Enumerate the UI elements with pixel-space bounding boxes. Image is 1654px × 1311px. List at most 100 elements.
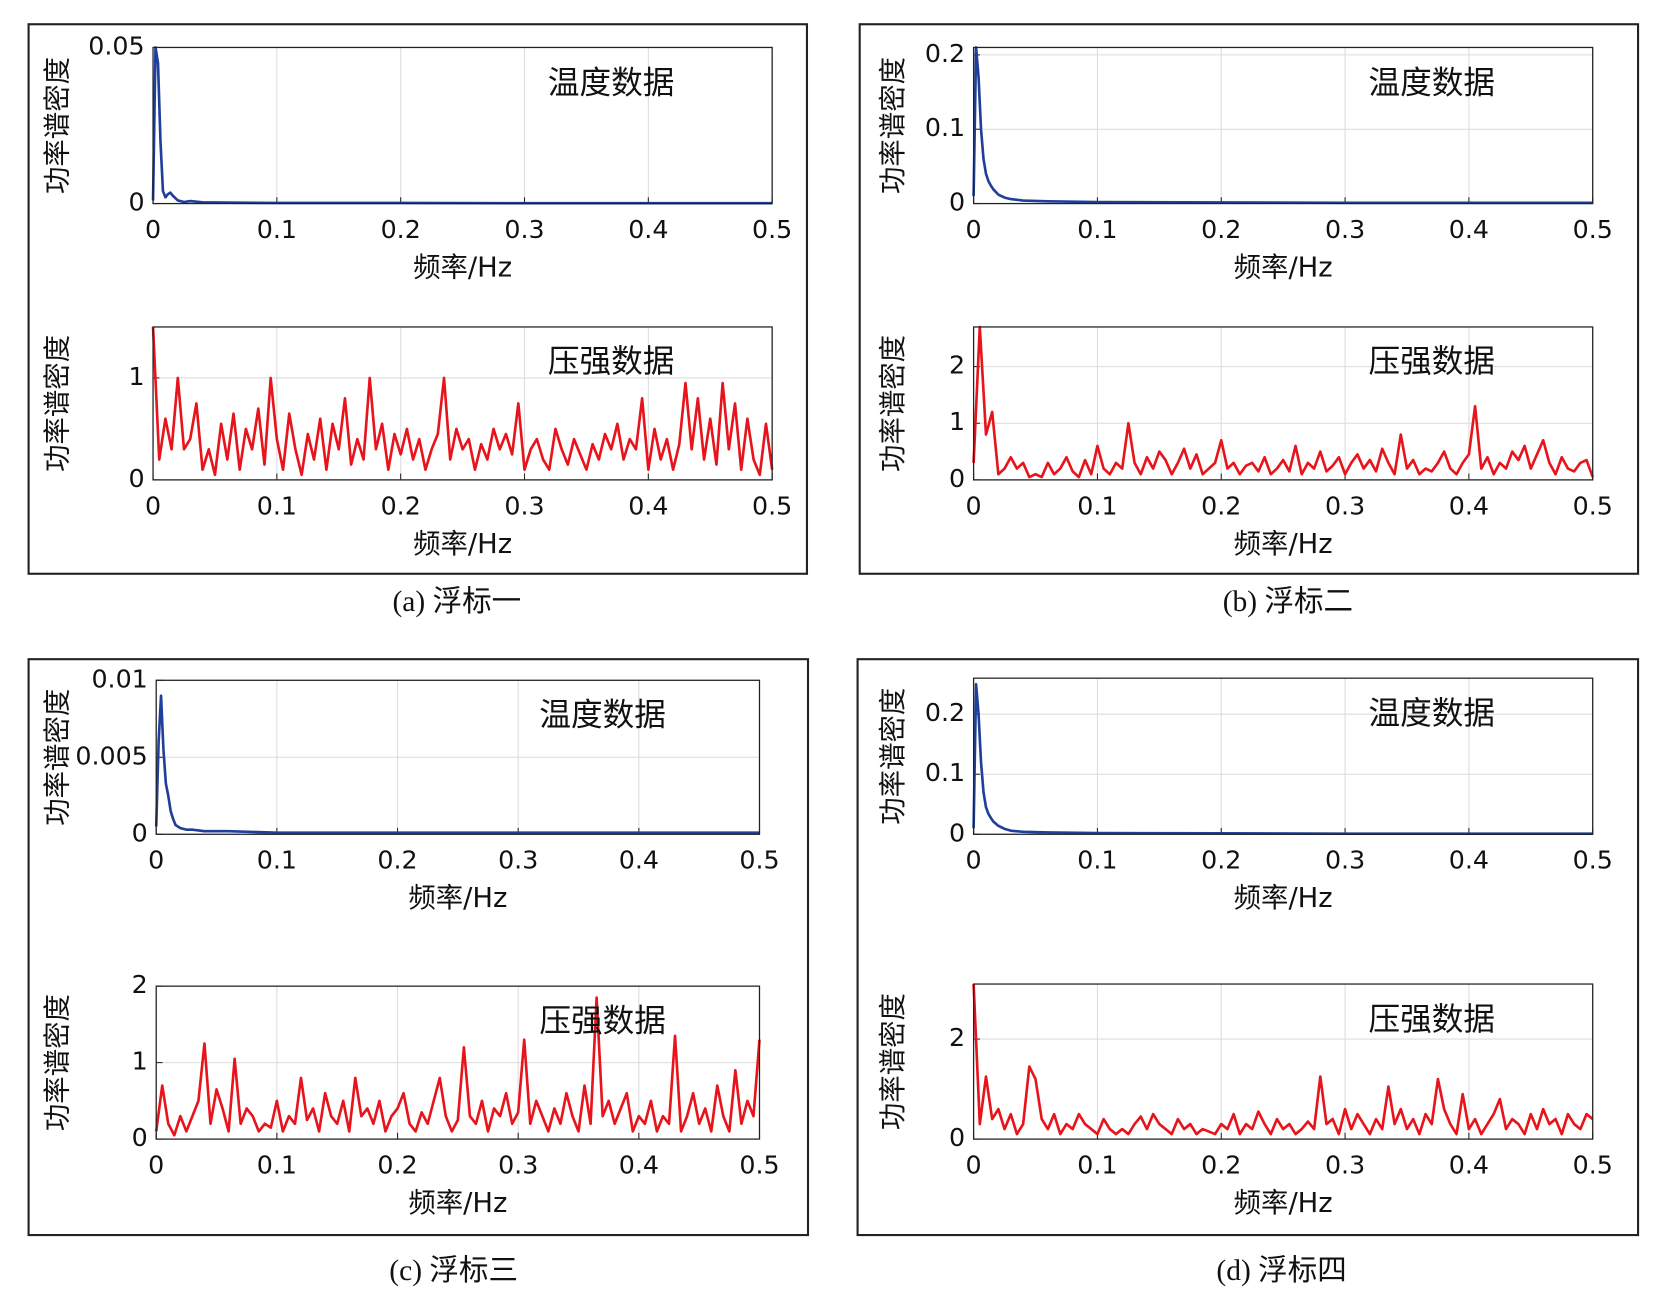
y-axis-label: 功率谱密度	[878, 335, 909, 472]
x-axis-label: 频率/Hz	[1234, 529, 1333, 560]
x-tick-label: 0	[966, 491, 982, 520]
x-axis-label: 频率/Hz	[1234, 883, 1333, 914]
x-tick-label: 0.2	[1201, 215, 1241, 244]
y-tick-label: 0.1	[925, 113, 965, 142]
annotation: 压强数据	[1368, 1002, 1495, 1038]
plot-area	[153, 47, 773, 204]
y-tick-label: 0	[949, 464, 965, 493]
x-axis-label: 频率/Hz	[408, 1188, 507, 1219]
x-tick-label: 0	[148, 846, 164, 875]
x-tick-label: 0.5	[1573, 215, 1613, 244]
annotation: 温度数据	[539, 698, 666, 734]
x-tick-label: 0.3	[504, 215, 544, 244]
x-tick-label: 0.2	[381, 491, 421, 520]
x-tick-label: 0.3	[1325, 215, 1365, 244]
y-tick-label: 0.005	[75, 741, 147, 770]
axes-box	[155, 985, 761, 1140]
y-tick-label: 2	[132, 970, 148, 999]
x-tick-label: 0.1	[257, 846, 297, 875]
x-tick-label: 0.5	[739, 846, 779, 875]
x-axis-label: 频率/Hz	[1234, 252, 1333, 283]
x-tick-label: 0.1	[1077, 846, 1117, 875]
x-tick-label: 0.4	[619, 1151, 659, 1180]
y-tick-label: 0	[949, 188, 965, 217]
y-axis-label: 功率谱密度	[43, 57, 74, 194]
data-line	[151, 326, 774, 477]
x-tick-label: 0	[966, 215, 982, 244]
x-axis-label: 频率/Hz	[413, 529, 512, 560]
axes-box	[152, 46, 773, 205]
x-tick-label: 0.1	[1077, 491, 1117, 520]
x-tick-label: 0.1	[257, 215, 297, 244]
panel-frame	[27, 658, 810, 1237]
y-axis-label: 功率谱密度	[878, 993, 909, 1130]
panel-frame	[856, 658, 1640, 1237]
x-tick-label: 0.2	[1201, 491, 1241, 520]
x-tick-label: 0.5	[1573, 1151, 1613, 1180]
y-tick-label: 0.1	[925, 758, 965, 787]
axes-box	[972, 983, 1594, 1140]
x-tick-label: 0.3	[1325, 491, 1365, 520]
x-tick-label: 0.1	[257, 491, 297, 520]
x-tick-label: 0.3	[498, 1151, 538, 1180]
y-axis-label: 功率谱密度	[878, 688, 909, 825]
x-tick-label: 0	[148, 1151, 164, 1180]
x-tick-label: 0.1	[257, 1151, 297, 1180]
panel-caption: (c) 浮标三	[389, 1254, 518, 1287]
x-tick-label: 0.2	[1201, 1151, 1241, 1180]
annotation: 温度数据	[1368, 696, 1495, 732]
x-axis-label: 频率/Hz	[413, 252, 512, 283]
y-tick-label: 0	[132, 818, 148, 847]
y-axis-label: 功率谱密度	[43, 994, 74, 1131]
axes-box	[152, 326, 773, 481]
x-tick-label: 0.1	[1077, 215, 1117, 244]
y-tick-label: 0	[949, 818, 965, 847]
x-tick-label: 0.5	[739, 1151, 779, 1180]
x-tick-label: 0.2	[1201, 846, 1241, 875]
y-tick-label: 0.2	[925, 698, 965, 727]
x-tick-label: 0.4	[628, 491, 668, 520]
x-tick-label: 0.4	[619, 846, 659, 875]
x-tick-label: 0.3	[498, 846, 538, 875]
annotation: 压强数据	[1368, 344, 1495, 380]
x-axis-label: 频率/Hz	[1234, 1188, 1333, 1219]
x-tick-label: 0.1	[1077, 1151, 1117, 1180]
panel-frame	[27, 23, 809, 575]
y-axis-label: 功率谱密度	[43, 335, 74, 472]
y-tick-label: 1	[128, 362, 144, 391]
y-tick-label: 0.05	[88, 31, 144, 60]
data-line	[154, 694, 760, 835]
y-axis-label: 功率谱密度	[878, 57, 909, 194]
x-tick-label: 0.5	[752, 491, 792, 520]
x-tick-label: 0	[145, 215, 161, 244]
axes-box	[972, 46, 1594, 205]
data-line	[972, 682, 1593, 835]
x-tick-label: 0.3	[1325, 846, 1365, 875]
annotation: 压强数据	[548, 344, 675, 380]
x-tick-label: 0.2	[377, 846, 417, 875]
data-line	[154, 996, 761, 1137]
y-tick-label: 2	[949, 351, 965, 380]
x-tick-label: 0.4	[1449, 215, 1489, 244]
panel-caption: (b) 浮标二	[1223, 585, 1353, 618]
plot-area	[973, 326, 1593, 480]
x-tick-label: 0.2	[381, 215, 421, 244]
y-tick-label: 1	[132, 1047, 148, 1076]
x-tick-label: 0	[966, 846, 982, 875]
panel-caption: (a) 浮标一	[392, 585, 521, 618]
annotation: 压强数据	[539, 1003, 666, 1039]
plot-area	[973, 984, 1593, 1140]
y-tick-label: 0	[128, 464, 144, 493]
plot-area	[153, 326, 773, 480]
x-axis-label: 频率/Hz	[408, 883, 507, 914]
data-line	[972, 46, 1593, 205]
y-tick-label: 0	[949, 1123, 965, 1152]
annotation: 温度数据	[1368, 65, 1495, 101]
y-tick-label: 0	[132, 1123, 148, 1152]
panel-frame	[858, 23, 1640, 575]
annotation: 温度数据	[548, 65, 675, 101]
data-line	[972, 325, 1594, 479]
y-tick-label: 0.2	[925, 39, 965, 68]
x-tick-label: 0.5	[1573, 491, 1613, 520]
